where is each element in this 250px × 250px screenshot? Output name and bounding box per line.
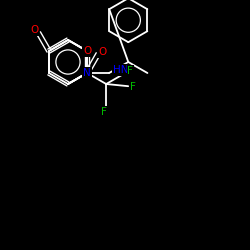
Text: HN: HN [113,65,129,75]
Text: F: F [130,82,136,92]
Text: F: F [101,107,107,117]
Text: O: O [98,47,106,57]
Text: N: N [83,68,91,78]
Text: O: O [30,25,38,35]
Text: F: F [128,66,133,76]
Text: O: O [83,46,91,56]
